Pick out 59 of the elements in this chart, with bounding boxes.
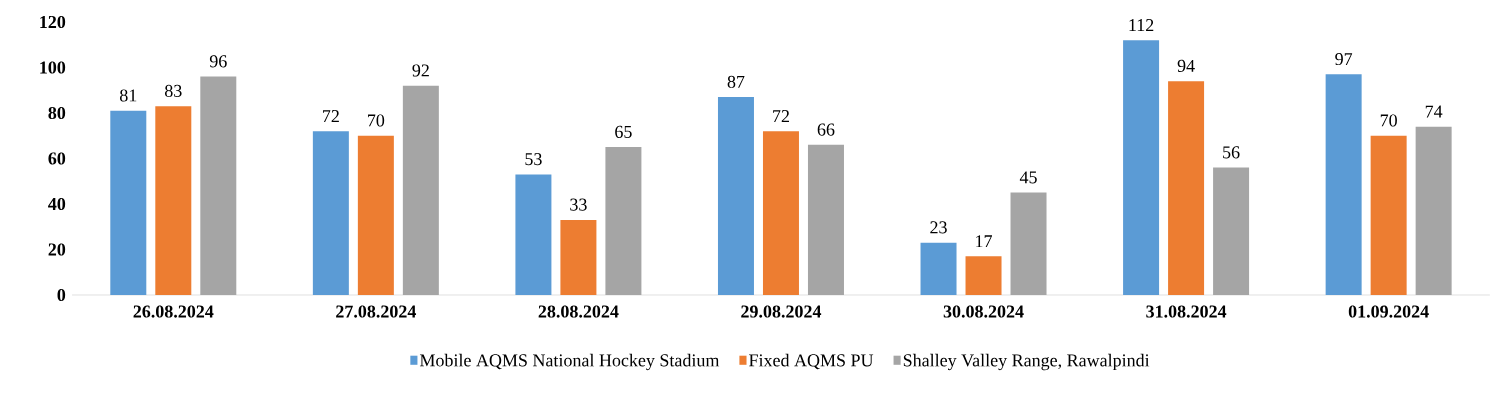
legend-label: Mobile AQMS National Hockey Stadium [419, 353, 720, 371]
bar [560, 219, 597, 295]
bar [807, 144, 844, 295]
bar [357, 135, 394, 295]
x-tick-label: 31.08.2024 [1146, 305, 1227, 318]
x-tick-label: 30.08.2024 [943, 305, 1024, 318]
y-tick-label: 60 [48, 152, 66, 165]
legend-label: Shalley Valley Range, Rawalpindi [903, 353, 1150, 371]
x-tick-label: 01.09.2024 [1348, 305, 1429, 318]
bar [920, 242, 957, 295]
data-label: 96 [209, 55, 227, 68]
bar [1123, 40, 1160, 295]
data-label: 72 [323, 110, 339, 122]
bar [155, 106, 192, 295]
data-label: 83 [164, 84, 182, 97]
data-label: 65 [615, 125, 632, 138]
data-label: 74 [1425, 105, 1443, 118]
y-tick-label: 100 [40, 61, 66, 74]
data-label: 72 [773, 110, 789, 122]
bar [1010, 192, 1047, 295]
data-label: 56 [1223, 146, 1240, 159]
bar [1168, 81, 1205, 295]
bar [110, 110, 147, 295]
y-tick-label: 40 [48, 197, 66, 211]
bar [605, 147, 642, 295]
data-label: 70 [368, 114, 385, 127]
y-tick-label: 120 [40, 15, 66, 29]
bar [762, 131, 799, 295]
x-tick-label: 27.08.2024 [336, 305, 417, 318]
x-tick-label: 28.08.2024 [538, 305, 619, 318]
bar [200, 76, 237, 295]
data-label: 23 [930, 221, 947, 234]
data-label: 70 [1380, 114, 1397, 127]
data-label: 94 [1177, 59, 1195, 72]
bar [402, 85, 439, 295]
data-label: 53 [525, 153, 542, 166]
data-label: 112 [1129, 19, 1154, 31]
data-label: 33 [570, 198, 587, 211]
x-tick-label: 29.08.2024 [741, 305, 822, 318]
bar [515, 174, 552, 295]
data-label: 92 [412, 64, 429, 77]
x-tick-label: 26.08.2024 [133, 305, 214, 318]
data-label: 87 [727, 75, 745, 88]
y-tick-label: 80 [48, 106, 66, 120]
bar [717, 97, 754, 295]
data-label: 17 [976, 235, 993, 248]
bar [1213, 167, 1250, 295]
bar [1415, 126, 1452, 295]
data-label: 66 [817, 123, 835, 136]
data-label: 97 [1335, 53, 1353, 66]
y-tick-label: 20 [48, 243, 66, 256]
legend-label: Fixed AQMS PU [749, 353, 874, 370]
bar [1370, 135, 1407, 295]
bar [1325, 74, 1362, 295]
data-label: 81 [119, 89, 137, 102]
data-label: 45 [1019, 171, 1037, 184]
bar [312, 131, 349, 295]
bar [965, 256, 1002, 295]
y-tick-label: 0 [57, 288, 66, 302]
